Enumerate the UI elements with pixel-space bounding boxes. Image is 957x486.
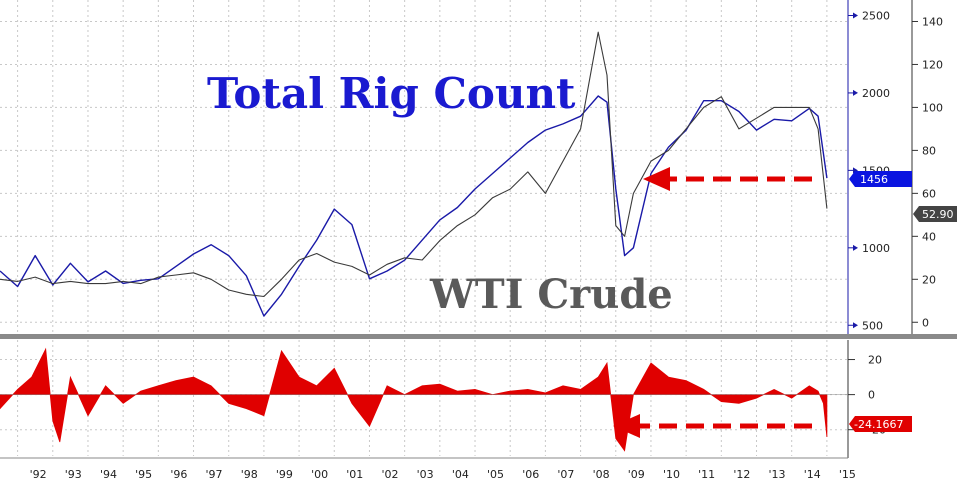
left-tick-arrow xyxy=(853,167,858,174)
left-tick-arrow xyxy=(853,12,858,19)
left-tick-arrow xyxy=(853,244,858,251)
bottom-tick-label: 20 xyxy=(868,354,882,367)
x-tick-label: '02 xyxy=(381,468,398,481)
x-tick-label: '93 xyxy=(65,468,82,481)
right-axis-ticks: 0 20 40 60 80 100 120 140 xyxy=(912,15,943,329)
series-line-rig-count xyxy=(0,95,828,317)
x-tick-label: '96 xyxy=(170,468,187,481)
last-value-badge-rig-count: 1456 xyxy=(849,171,912,187)
last-value-label-spread: -24.1667 xyxy=(854,418,903,431)
x-tick-label: '11 xyxy=(698,468,715,481)
right-tick-label: 140 xyxy=(922,15,943,28)
x-tick-label: '01 xyxy=(346,468,363,481)
right-tick-label: 20 xyxy=(922,273,936,286)
annotation-arrow-top xyxy=(643,167,812,191)
x-tick-label: '00 xyxy=(311,468,328,481)
x-tick-label: '15 xyxy=(839,468,856,481)
x-tick-label: '97 xyxy=(206,468,223,481)
x-tick-label: '95 xyxy=(135,468,152,481)
x-tick-label: '94 xyxy=(100,468,117,481)
series-line-wti xyxy=(0,31,828,298)
left-tick-arrow xyxy=(853,89,858,96)
x-tick-label: '98 xyxy=(241,468,258,481)
line-series-layer xyxy=(0,31,828,317)
x-tick-label: '08 xyxy=(593,468,610,481)
panel-separator xyxy=(0,334,957,339)
left-tick-label: 500 xyxy=(862,319,883,332)
annotation-arrow-bottom xyxy=(613,414,812,438)
chart-title-rig-count: Total Rig Count xyxy=(207,69,576,118)
x-tick-label: '04 xyxy=(452,468,469,481)
x-tick-label: '09 xyxy=(628,468,645,481)
x-tick-label: '13 xyxy=(769,468,786,481)
right-tick-label: 40 xyxy=(922,230,936,243)
right-tick-label: 100 xyxy=(922,101,943,114)
spread-area-layer xyxy=(0,347,848,452)
left-tick-label: 2500 xyxy=(862,9,890,22)
left-tick-arrow xyxy=(853,322,858,329)
left-tick-label: 1000 xyxy=(862,242,890,255)
x-axis-ticks: '92 '93 '94 '95 '96 '97 '98 '99 '00 '01 '02 '03 '04 '… xyxy=(30,468,856,481)
chart-title-wti-crude: WTI Crude xyxy=(429,271,673,318)
x-tick-label: '14 xyxy=(804,468,821,481)
left-tick-label: 2000 xyxy=(862,87,890,100)
right-tick-label: 80 xyxy=(922,144,936,157)
x-tick-label: '12 xyxy=(733,468,750,481)
last-value-label-rig-count: 1456 xyxy=(860,173,888,186)
right-tick-label: 60 xyxy=(922,187,936,200)
right-tick-label: 0 xyxy=(922,316,929,329)
top-grid xyxy=(0,0,848,333)
right-tick-label: 120 xyxy=(922,58,943,71)
x-tick-label: '10 xyxy=(663,468,680,481)
last-value-label-wti: 52.90 xyxy=(922,208,954,221)
spread-area xyxy=(0,347,828,452)
x-tick-label: '99 xyxy=(276,468,293,481)
x-tick-label: '05 xyxy=(487,468,504,481)
x-tick-label: '03 xyxy=(417,468,434,481)
x-tick-label: '92 xyxy=(30,468,47,481)
x-tick-label: '07 xyxy=(557,468,574,481)
bottom-tick-label: 0 xyxy=(868,389,875,402)
last-value-badge-spread: -24.1667 xyxy=(849,416,912,432)
last-value-badge-wti: 52.90 xyxy=(913,206,957,222)
x-tick-label: '06 xyxy=(522,468,539,481)
